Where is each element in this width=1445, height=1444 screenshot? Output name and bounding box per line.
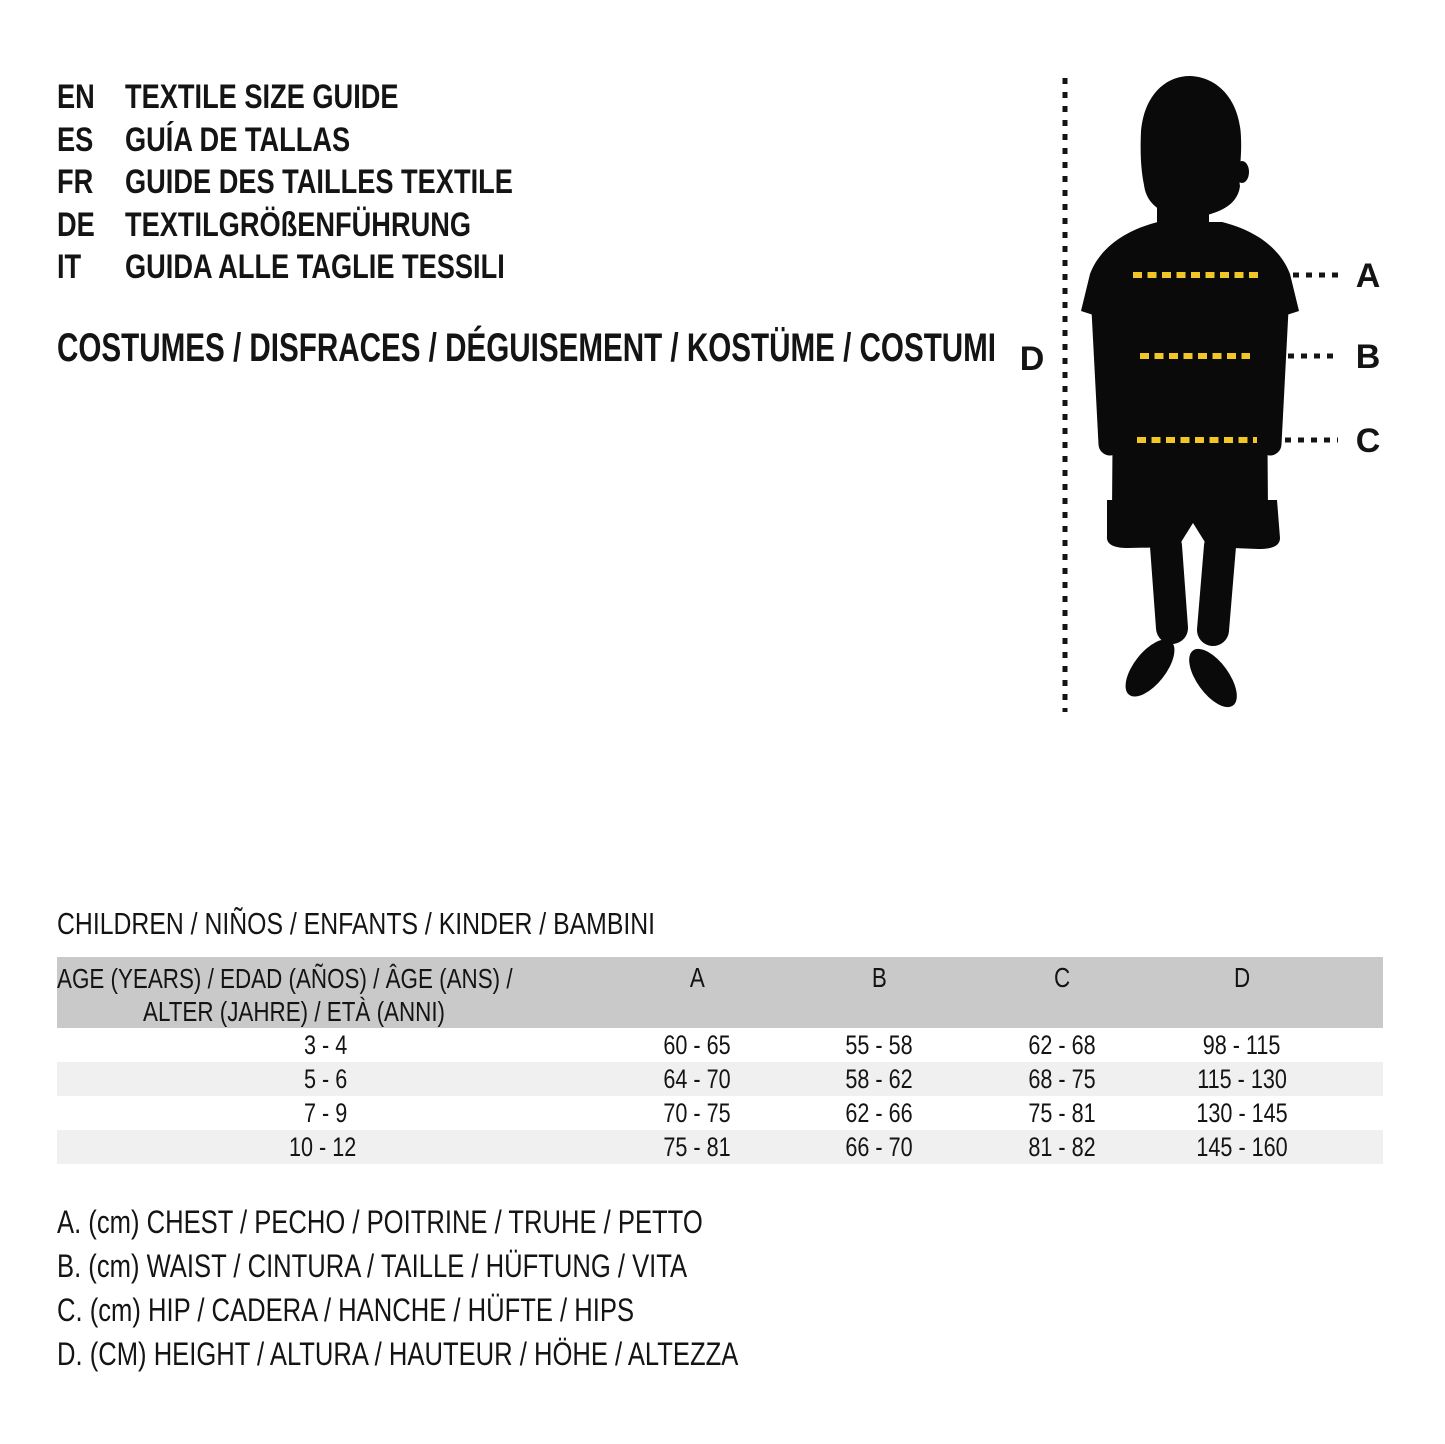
height-cell: 145 - 160 [1196,1131,1288,1162]
table-row: 10 - 12 75 - 81 66 - 70 81 - 82 145 - 16… [57,1130,1383,1164]
language-code: DE [57,205,95,244]
hip-cell: 81 - 82 [1028,1131,1096,1162]
language-row: IT GUIDA ALLE TAGLIE TESSILI [57,246,610,289]
language-row: FR GUIDE DES TAILLES TEXTILE [57,161,610,204]
height-cell: 115 - 130 [1197,1063,1287,1094]
table-header-row: AGE (YEARS) / EDAD (AÑOS) / ÂGE (ANS) / … [57,957,1383,1028]
age-header-line1: AGE (YEARS) / EDAD (AÑOS) / ÂGE (ANS) / [57,963,513,994]
hip-cell: 62 - 68 [1028,1029,1096,1060]
column-header-a: A [689,962,705,993]
silhouette-right-leg [1197,530,1236,646]
waist-cell: 55 - 58 [845,1029,914,1060]
column-header-c: C [1053,962,1071,993]
hip-cell: 75 - 81 [1028,1097,1096,1128]
table-row: 7 - 9 70 - 75 62 - 66 75 - 81 130 - 145 [57,1096,1383,1130]
language-code: FR [57,163,94,201]
language-code: IT [57,248,82,286]
child-silhouette [1081,76,1299,708]
chest-cell: 60 - 65 [663,1029,731,1060]
legend-item-hip: C. (cm) HIP / CADERA / HANCHE / HÜFTE / … [57,1292,635,1328]
silhouette-left-shoe [1125,639,1175,697]
age-header-line2: ALTER (JAHRE) / ETÀ (ANNI) [142,996,445,1027]
column-header-b: B [872,962,887,993]
measurement-legend: A. (cm) CHEST / PECHO / POITRINE / TRUHE… [57,1200,909,1376]
language-title: GUIDA ALLE TAGLIE TESSILI [125,248,505,286]
legend-item-waist: B. (cm) WAIST / CINTURA / TAILLE / HÜFTU… [57,1248,688,1284]
age-cell: 10 - 12 [289,1131,357,1162]
size-diagram: D A B [1000,60,1445,740]
age-cell: 5 - 6 [304,1063,348,1094]
language-title: TEXTILE SIZE GUIDE [125,78,399,116]
silhouette-right-arm [1258,298,1289,456]
language-row: ES GUÍA DE TALLAS [57,119,610,162]
category-title: COSTUMES / DISFRACES / DÉGUISEMENT / KOS… [57,326,997,370]
chest-cell: 64 - 70 [663,1063,731,1094]
waist-cell: 58 - 62 [845,1063,914,1094]
silhouette-head [1140,76,1242,215]
language-code: ES [57,120,94,159]
pad-cell [1331,1130,1383,1164]
column-header-d: D [1233,962,1251,993]
table-row: 3 - 4 60 - 65 55 - 58 62 - 68 98 - 115 [57,1028,1383,1062]
silhouette-shorts [1106,500,1280,549]
height-label-d: D [1020,340,1045,378]
height-cell: 130 - 145 [1196,1097,1288,1128]
age-cell: 3 - 4 [304,1029,348,1060]
size-table: AGE (YEARS) / EDAD (AÑOS) / ÂGE (ANS) / … [57,957,1383,1164]
chest-cell: 75 - 81 [663,1131,731,1162]
language-title: GUIDE DES TAILLES TEXTILE [125,163,513,201]
waist-label-b: B [1356,338,1381,376]
height-cell: 98 - 115 [1203,1029,1281,1060]
age-header-cell: AGE (YEARS) / EDAD (AÑOS) / ÂGE (ANS) / … [57,957,606,1028]
section-title: CHILDREN / NIÑOS / ENFANTS / KINDER / BA… [57,906,656,941]
silhouette-left-arm [1091,298,1122,456]
silhouette-ear [1235,161,1249,183]
legend-item-height: D. (CM) HEIGHT / ALTURA / HAUTEUR / HÖHE… [57,1336,739,1372]
hip-cell: 68 - 75 [1028,1063,1096,1094]
waist-cell: 66 - 70 [845,1131,914,1162]
language-list: EN TEXTILE SIZE GUIDE ES GUÍA DE TALLAS … [57,76,610,289]
language-title: GUÍA DE TALLAS [125,120,351,159]
waist-cell: 62 - 66 [845,1097,914,1128]
silhouette-right-shoe [1189,648,1237,708]
language-code: EN [57,78,95,116]
pad-cell [1331,1028,1383,1062]
chest-cell: 70 - 75 [663,1097,731,1128]
legend-item-chest: A. (cm) CHEST / PECHO / POITRINE / TRUHE… [57,1204,703,1240]
language-row: DE TEXTILGRÖßENFÜHRUNG [57,204,610,247]
language-title: TEXTILGRÖßENFÜHRUNG [125,205,472,244]
size-table-container: AGE (YEARS) / EDAD (AÑOS) / ÂGE (ANS) / … [57,957,1383,1164]
language-row: EN TEXTILE SIZE GUIDE [57,76,610,119]
chest-label-a: A [1356,257,1381,295]
table-row: 5 - 6 64 - 70 58 - 62 68 - 75 115 - 130 [57,1062,1383,1096]
pad-cell [1331,1062,1383,1096]
age-cell: 7 - 9 [304,1097,348,1128]
pad-cell [1331,957,1383,1028]
silhouette-left-leg [1150,530,1188,644]
hip-label-c: C [1356,422,1381,460]
pad-cell [1331,1096,1383,1130]
